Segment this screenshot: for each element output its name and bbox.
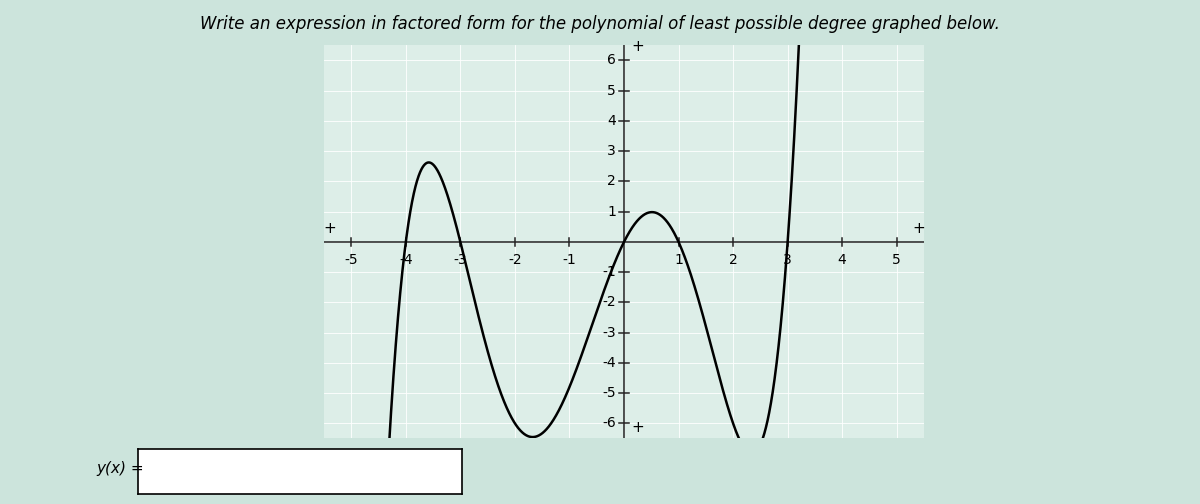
Text: -1: -1 [563,253,576,267]
Text: 6: 6 [607,53,616,68]
Text: y(x) =: y(x) = [96,461,144,476]
Text: +: + [912,221,925,236]
Text: 3: 3 [607,144,616,158]
Text: -4: -4 [602,356,616,370]
Text: -3: -3 [602,326,616,340]
Text: 3: 3 [784,253,792,267]
Text: -2: -2 [602,295,616,309]
Text: 1: 1 [607,205,616,219]
Text: -2: -2 [508,253,522,267]
Text: -3: -3 [454,253,467,267]
Text: 5: 5 [893,253,901,267]
Text: 2: 2 [607,174,616,188]
Text: 1: 1 [674,253,683,267]
Text: 2: 2 [728,253,738,267]
Text: 4: 4 [838,253,846,267]
Text: -5: -5 [602,386,616,400]
Text: Write an expression in factored form for the polynomial of least possible degree: Write an expression in factored form for… [200,15,1000,33]
Text: 4: 4 [607,114,616,128]
Text: +: + [631,39,644,54]
Text: -6: -6 [602,416,616,430]
Text: -1: -1 [602,265,616,279]
Text: -4: -4 [400,253,413,267]
Text: 5: 5 [607,84,616,98]
Text: +: + [323,221,336,236]
Text: +: + [631,420,644,435]
Text: -5: -5 [344,253,358,267]
